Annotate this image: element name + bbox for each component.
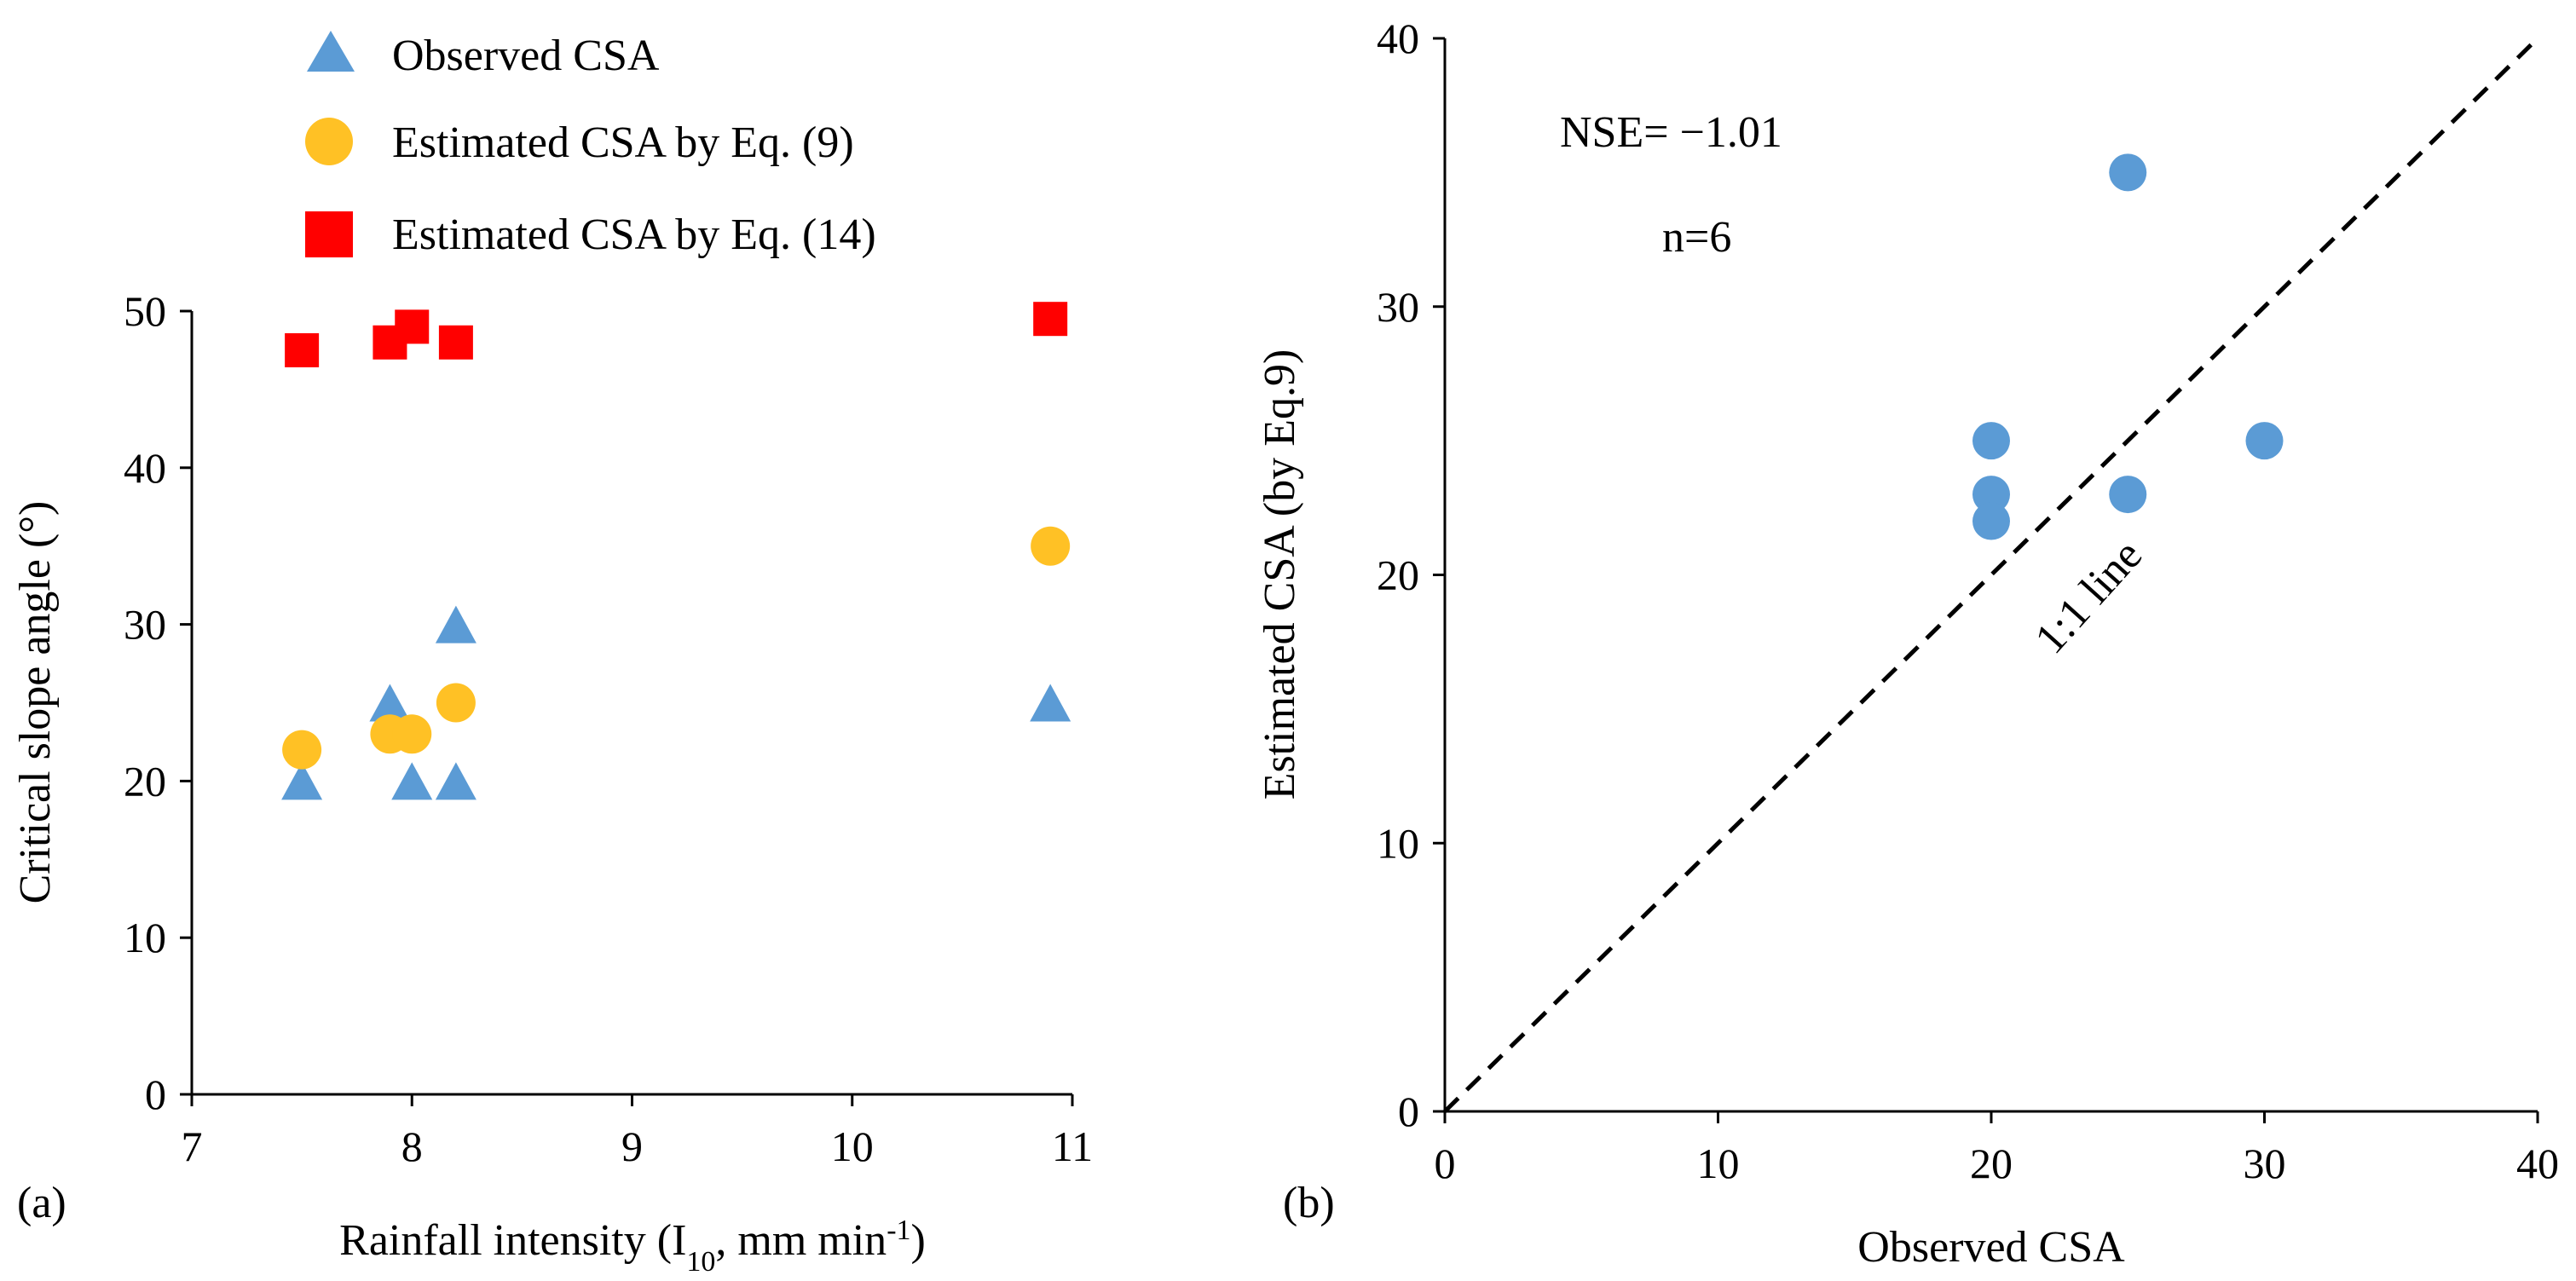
- panel-a-legend: Observed CSA Estimated CSA by Eq. (9) Es…: [305, 31, 876, 259]
- panel-b-x-ticks: 0 10 20 30 40: [1435, 1111, 2559, 1187]
- y-tick-label: 10: [1377, 819, 1419, 867]
- point-triangle-0-0: [281, 762, 323, 800]
- y-tick-label: 50: [124, 287, 166, 335]
- legend-label-eq14: Estimated CSA by Eq. (14): [392, 211, 876, 259]
- point-circle-0-3: [2109, 153, 2147, 192]
- panel-a-y-ticks: 0 10 20 30 40 50: [124, 287, 192, 1118]
- x-tick-label: 7: [182, 1122, 203, 1170]
- panel-a-points: [281, 302, 1071, 800]
- x-tick-label: 10: [831, 1122, 874, 1170]
- legend-label-observed: Observed CSA: [392, 32, 660, 80]
- legend-square-marker: [305, 211, 353, 257]
- x-tick-label: 8: [401, 1122, 423, 1170]
- nse-annotation: NSE= −1.01: [1560, 108, 1782, 157]
- point-circle-1-3: [436, 683, 476, 723]
- point-circle-0-5: [2245, 422, 2284, 460]
- y-tick-label: 30: [1377, 283, 1419, 331]
- y-tick-label: 40: [124, 444, 166, 492]
- y-tick-label: 20: [124, 757, 166, 805]
- panel-b-y-label: Estimated CSA (by Eq.9): [1256, 349, 1304, 800]
- point-circle-1-0: [282, 730, 322, 770]
- panel-a-label: (a): [17, 1179, 66, 1227]
- legend-label-eq9: Estimated CSA by Eq. (9): [392, 118, 854, 167]
- panel-b: 0 10 20 30 40 0 10 20 30 40 NSE= −1.01 n=6 1:1 l…: [1256, 14, 2559, 1272]
- x-tick-label: 40: [2516, 1140, 2559, 1187]
- legend-circle-marker: [305, 118, 353, 165]
- point-square-2-4: [1033, 302, 1068, 337]
- point-circle-0-0: [1972, 422, 2010, 460]
- y-tick-label: 10: [124, 914, 166, 961]
- point-circle-0-1: [1972, 476, 2010, 514]
- y-tick-label: 30: [124, 601, 166, 649]
- point-triangle-0-1: [369, 684, 411, 722]
- panel-b-label: (b): [1283, 1179, 1335, 1227]
- panel-a-x-ticks: 7 8 9 10 11: [182, 1094, 1093, 1170]
- y-tick-label: 0: [145, 1070, 166, 1118]
- point-triangle-0-2: [391, 762, 433, 800]
- x-tick-label: 10: [1697, 1140, 1740, 1187]
- point-circle-0-2: [1972, 502, 2010, 540]
- point-square-2-2: [395, 309, 430, 344]
- point-triangle-0-5: [1030, 684, 1071, 722]
- one-to-one-label: 1:1 line: [2026, 531, 2152, 663]
- x-tick-label: 20: [1970, 1140, 2013, 1187]
- panel-a: 0 10 20 30 40 50 7 8 9 10 11 Observed CSA Estimat…: [11, 31, 1093, 1278]
- panel-b-y-ticks: 0 10 20 30 40: [1377, 14, 1445, 1135]
- point-square-2-0: [285, 332, 320, 367]
- one-to-one-line: [1443, 37, 2539, 1113]
- point-circle-1-4: [1031, 526, 1071, 566]
- y-tick-label: 20: [1377, 551, 1419, 599]
- n-annotation: n=6: [1662, 213, 1731, 262]
- x-tick-label: 9: [621, 1122, 643, 1170]
- x-tick-label: 30: [2244, 1140, 2286, 1187]
- legend-triangle-marker: [307, 31, 355, 72]
- x-tick-label: 11: [1052, 1122, 1093, 1170]
- panel-a-x-label: Rainfall intensity (I10, mm min-1): [339, 1215, 926, 1278]
- panel-b-points: [1972, 153, 2284, 540]
- panel-a-y-label: Critical slope angle (°): [11, 501, 60, 904]
- x-tick-label: 0: [1435, 1140, 1456, 1187]
- point-circle-0-4: [2109, 476, 2147, 514]
- panel-b-x-label: Observed CSA: [1857, 1223, 2125, 1272]
- point-square-2-3: [438, 325, 473, 360]
- y-tick-label: 0: [1398, 1088, 1419, 1135]
- point-triangle-0-3: [435, 762, 477, 800]
- y-tick-label: 40: [1377, 14, 1419, 62]
- point-triangle-0-4: [435, 605, 477, 643]
- point-circle-1-2: [392, 714, 432, 754]
